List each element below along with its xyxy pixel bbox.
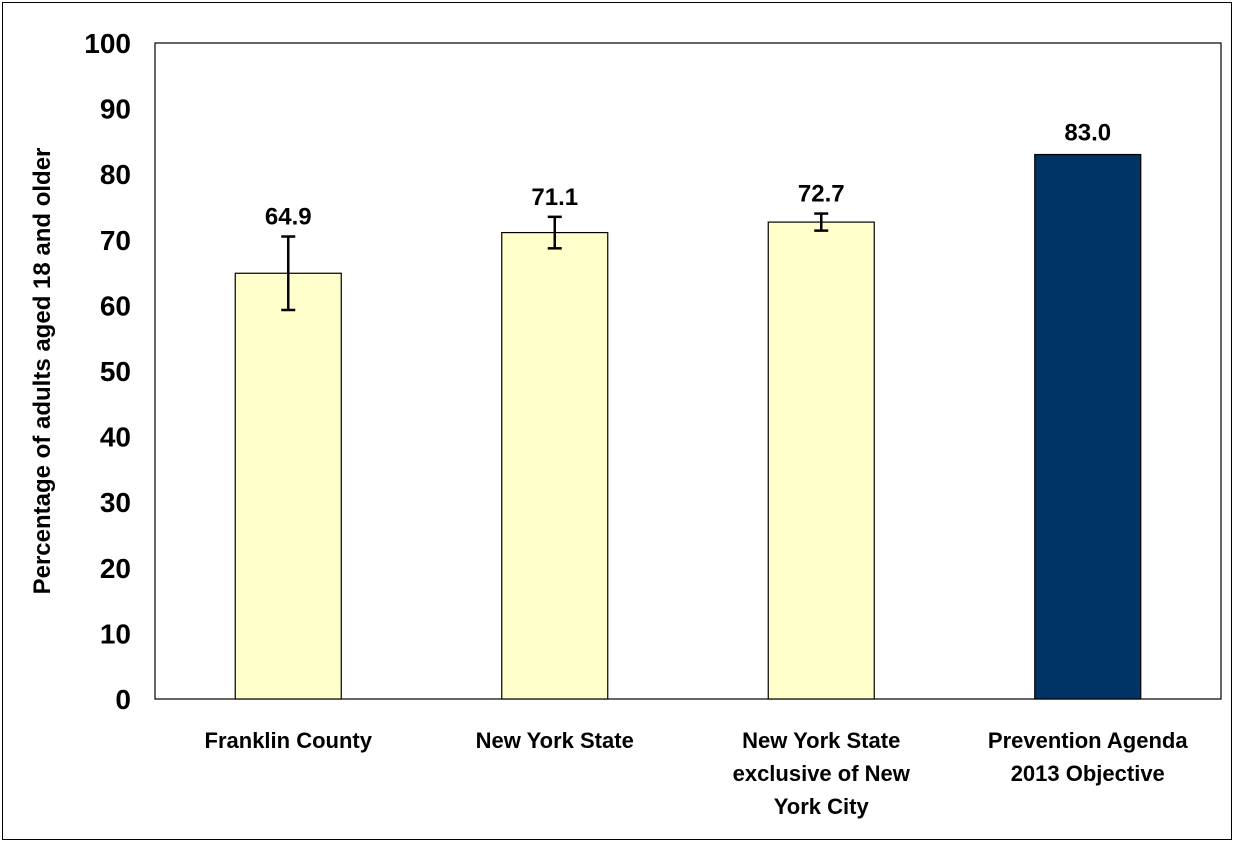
- data-label: 64.9: [265, 204, 312, 231]
- y-tick-label: 100: [84, 28, 131, 59]
- y-tick-label: 30: [100, 487, 131, 518]
- y-tick-label: 60: [100, 290, 131, 321]
- y-tick-label: 80: [100, 159, 131, 190]
- bar: [767, 221, 875, 700]
- bar: [234, 272, 342, 700]
- data-label: 83.0: [1064, 120, 1111, 147]
- error-bars: [281, 212, 829, 312]
- data-labels: 64.9 71.1 72.7 83.0: [265, 120, 1111, 231]
- category-label: York City: [774, 794, 870, 819]
- category-label: exclusive of New: [733, 761, 911, 786]
- y-axis-ticks: 0 10 20 30 40 50 60 70 80 90 100: [84, 28, 131, 715]
- y-tick-label: 0: [115, 684, 131, 715]
- category-label: 2013 Objective: [1011, 761, 1165, 786]
- category-label: New York State: [476, 728, 634, 753]
- category-label: New York State: [742, 728, 900, 753]
- bar: [501, 231, 609, 700]
- y-axis-title: Percentage of adults aged 18 and older: [29, 148, 56, 595]
- category-label: Prevention Agenda: [988, 728, 1188, 753]
- y-tick-label: 10: [100, 618, 131, 649]
- y-tick-label: 50: [100, 356, 131, 387]
- category-labels: Franklin County New York State New York St…: [205, 728, 1189, 819]
- data-label: 71.1: [531, 184, 578, 211]
- category-label: Franklin County: [205, 728, 373, 753]
- bar: [1034, 153, 1142, 700]
- y-tick-label: 40: [100, 422, 131, 453]
- y-tick-label: 70: [100, 225, 131, 256]
- y-tick-label: 20: [100, 553, 131, 584]
- bars: [234, 153, 1142, 700]
- y-tick-label: 90: [100, 94, 131, 125]
- data-label: 72.7: [798, 181, 845, 208]
